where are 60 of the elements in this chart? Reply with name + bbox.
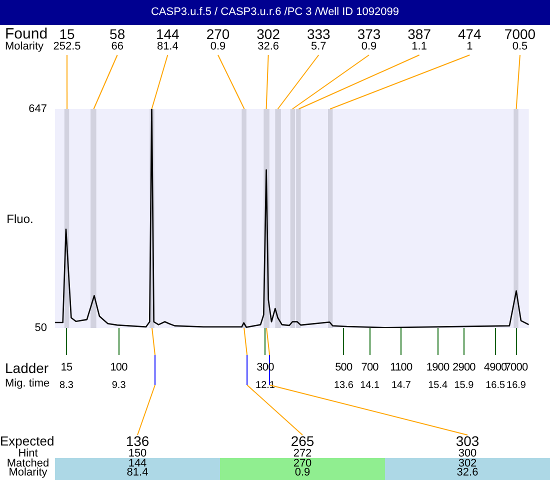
x-tick-label: 9.3 [112,380,126,391]
band-label: 333 [306,26,330,42]
text: 81.4 [126,466,148,478]
annotation: 0.9 [210,40,226,52]
y-tick-label: 50 [34,322,47,334]
text: 1100 [390,362,412,374]
text: 2900 [452,362,476,374]
text: 700 [361,362,378,374]
band-label: 270 [206,26,230,42]
annotation: 0.9 [361,40,377,52]
x-tick-label: 15.9 [454,380,474,391]
text: 15 [60,362,72,374]
band-label: 387 [408,26,432,42]
text: Hint [18,448,38,460]
band-label: 7000 [504,26,536,42]
text: 265 [290,433,314,449]
text: 4900 [484,362,507,374]
text: Expected [0,434,54,448]
x-tick-label: 14.7 [391,380,412,391]
title-bar: CASP3.u.f.5 / CASP3.u.r.6 /PC 3 /Well ID 1092099 [0,0,550,25]
band-label: 373 [357,26,381,42]
text: 0.9 [294,466,310,478]
x-tick-label: 16.5 [486,380,506,391]
text: Ladder [5,360,49,376]
x-tick-label: 15.4 [428,380,448,391]
x-tick-label: 14.1 [360,380,380,391]
x-tick-label: 12.1 [256,380,276,391]
band-label: 15 [59,26,75,42]
text: Mig. time [5,378,50,390]
text: Molarity [5,40,44,52]
text: 150 [128,448,147,460]
annotation: 0.5 [512,40,528,52]
annotation: 252.5 [53,40,81,52]
annotation: 32.6 [258,40,280,52]
annotation: 66 [111,40,124,52]
band-label: 144 [156,26,180,42]
text: 270 [293,458,312,470]
text: 136 [126,433,150,449]
text: 1900 [426,362,450,374]
annotation: 1 [466,40,473,52]
y-tick-label: 647 [28,103,47,116]
text: Found [5,26,48,42]
annotation: 1.1 [412,40,427,52]
y-axis-title: Fluo. [6,212,34,226]
x-tick-label: 8.3 [60,380,74,391]
x-tick-label: 13.6 [334,380,354,391]
text: 272 [293,448,312,460]
band-label: 58 [110,26,126,42]
text: 32.6 [456,466,478,478]
text: 500 [335,362,352,374]
text: 7000 [504,362,528,374]
annotation: 81.4 [156,40,178,52]
text: 300 [458,448,477,460]
annotation: 5.7 [311,40,326,52]
text: Molarity [8,466,48,478]
band-label: 474 [458,26,482,42]
text: 303 [456,433,480,449]
x-tick-label: 16.9 [506,380,526,391]
text: 100 [110,362,128,374]
band-label: 302 [256,26,280,42]
